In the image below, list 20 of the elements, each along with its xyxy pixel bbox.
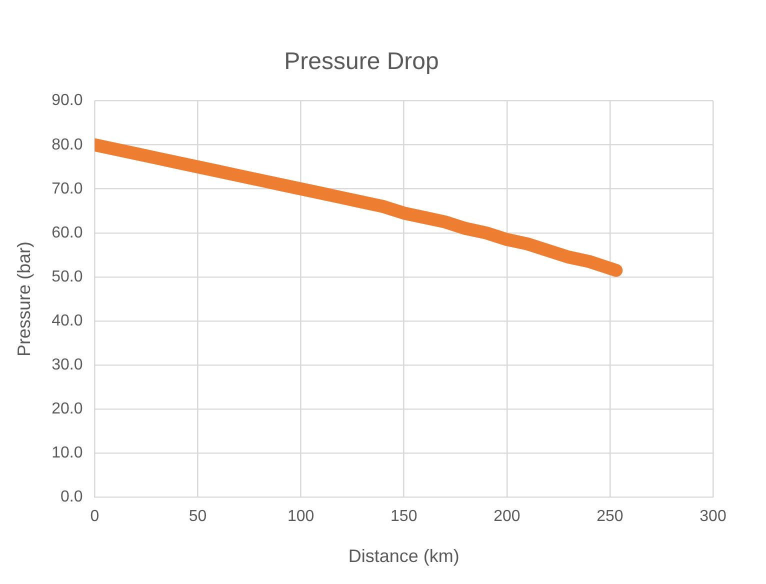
x-tick-label: 200 (494, 508, 520, 526)
y-tick-label: 50.0 (52, 268, 83, 286)
y-tick-label: 40.0 (52, 312, 83, 330)
x-tick-label: 50 (188, 508, 207, 526)
x-tick-label: 0 (90, 508, 100, 526)
chart-title: Pressure Drop (284, 48, 439, 76)
x-tick-label: 300 (700, 508, 726, 526)
x-axis-title: Distance (km) (348, 546, 460, 566)
y-tick-label: 70.0 (52, 180, 83, 198)
y-tick-label: 60.0 (52, 224, 83, 242)
y-tick-label: 10.0 (52, 444, 83, 462)
x-tick-label: 150 (390, 508, 418, 526)
y-tick-label: 90.0 (52, 92, 83, 110)
x-tick-label: 100 (287, 508, 314, 526)
y-axis-title: Pressure (bar) (14, 241, 34, 357)
y-tick-label: 20.0 (52, 400, 83, 418)
y-tick-label: 0.0 (60, 488, 83, 506)
y-tick-label: 80.0 (52, 136, 83, 154)
y-tick-label: 30.0 (52, 356, 83, 374)
x-tick-label: 250 (596, 508, 624, 526)
